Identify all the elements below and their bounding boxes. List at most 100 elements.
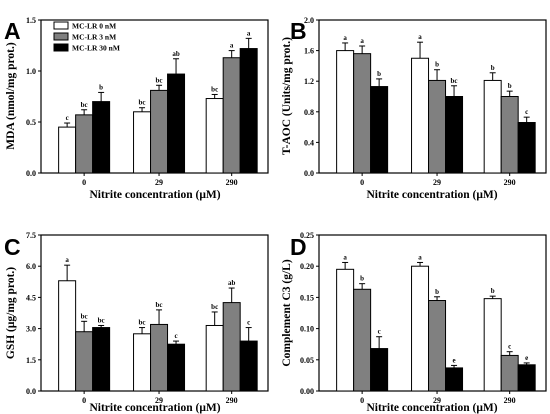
significance-label: a (418, 33, 422, 41)
bar (167, 73, 186, 174)
y-tick-label: 0.15 (300, 293, 314, 302)
y-axis-title: GSH (μg/mg prot.) (5, 267, 17, 359)
x-tick-label: 290 (226, 178, 238, 187)
x-tick-label: 29 (155, 178, 163, 187)
panel-letter: A (4, 18, 21, 44)
panel-c: C 0.0 1.5 3.0 4.5 6.0 7.5 0 29 290 a bc bc bc bc ab bc c c… (4, 231, 269, 414)
bar (483, 298, 502, 392)
significance-label: c (66, 114, 69, 122)
y-axis-title: T-AOC (Units/mg prot.) (281, 37, 293, 155)
y-tick-label: 0.0 (304, 169, 314, 178)
significance-label: b (377, 70, 381, 78)
panel-d: D 0.00 0.05 0.10 0.15 0.20 0.25 0 29 290 a a b b b c c e e… (281, 231, 547, 414)
bar (205, 324, 224, 392)
significance-label: c (378, 328, 381, 336)
significance-label: bc (156, 76, 163, 84)
y-tick-label: 0.4 (304, 138, 314, 147)
y-tick-label: 2.0 (304, 16, 314, 25)
bar (428, 300, 447, 392)
legend: MC-LR 0 nM MC-LR 3 nM MC-LR 30 nM (53, 21, 120, 53)
y-tick-label: 7.5 (26, 231, 36, 240)
bar (222, 57, 241, 174)
y-axis-title: Complement C3 (g/L) (281, 259, 293, 366)
bar (353, 288, 372, 392)
significance-label: c (247, 319, 250, 327)
bar (411, 57, 430, 174)
y-tick-label: 0.8 (304, 108, 314, 117)
bar (92, 101, 111, 174)
bar (517, 122, 536, 174)
x-axis-title: Nitrite concentration (μM) (89, 402, 220, 414)
panel-letter: B (290, 18, 307, 44)
y-tick-label: 1.5 (26, 356, 36, 365)
y-tick-label: 3.0 (26, 325, 36, 334)
bar (150, 89, 169, 174)
y-tick-label: 0.10 (300, 325, 314, 334)
panel-letter: C (4, 234, 21, 260)
y-tick-label: 0.5 (26, 118, 36, 127)
bar (517, 364, 536, 392)
bar (445, 367, 464, 392)
bar (370, 348, 389, 392)
x-tick-label: 0 (82, 178, 86, 187)
legend-swatch (53, 32, 69, 41)
bar (75, 114, 94, 174)
y-tick-label: 1.6 (304, 47, 314, 56)
significance-label: b (435, 288, 439, 296)
y-tick-label: 1.0 (26, 67, 36, 76)
significance-label: bc (211, 85, 218, 93)
significance-label: b (491, 287, 495, 295)
x-tick-label: 290 (504, 396, 516, 405)
bar (336, 268, 355, 392)
x-tick-label: 0 (82, 396, 86, 405)
y-tick-label: 1.2 (304, 77, 314, 86)
legend-label: MC-LR 0 nM (72, 22, 116, 31)
significance-label: b (435, 61, 439, 69)
bar (133, 111, 152, 174)
bar (239, 340, 258, 392)
y-tick-label: 0.00 (300, 387, 314, 396)
bar (336, 50, 355, 174)
x-tick-label: 0 (360, 178, 364, 187)
significance-label: a (418, 253, 422, 261)
bar (500, 354, 519, 392)
bar (353, 53, 372, 174)
bar (411, 265, 430, 392)
significance-label: a (360, 37, 364, 45)
significance-label: b (99, 83, 103, 91)
significance-label: bc (81, 312, 88, 320)
significance-label: ab (172, 50, 180, 58)
significance-label: b (360, 275, 364, 283)
y-tick-label: 1.5 (26, 16, 36, 25)
significance-label: c (174, 332, 177, 340)
significance-label: bc (139, 99, 146, 107)
significance-label: bc (81, 101, 88, 109)
significance-label: b (508, 82, 512, 90)
significance-label: ab (228, 279, 236, 287)
x-axis-title: Nitrite concentration (μM) (89, 189, 220, 201)
significance-label: e (452, 356, 455, 364)
significance-label: a (343, 34, 347, 42)
y-tick-label: 0.05 (300, 356, 314, 365)
x-axis-title: Nitrite concentration (μM) (366, 189, 497, 201)
bar (370, 86, 389, 174)
y-tick-label: 0.20 (300, 262, 314, 271)
bar (483, 79, 502, 174)
y-axis-title: MDA (nmol/mg prot.) (5, 42, 17, 150)
legend-label: MC-LR 30 nM (72, 44, 120, 53)
y-tick-label: 0.0 (26, 387, 36, 396)
x-tick-label: 0 (360, 396, 364, 405)
significance-label: c (508, 343, 511, 351)
significance-label: c (525, 108, 528, 116)
bar (445, 96, 464, 174)
panel-letter: D (290, 234, 307, 260)
significance-label: bc (139, 319, 146, 327)
significance-label: b (491, 64, 495, 72)
bar (150, 323, 169, 392)
bar (205, 98, 224, 174)
bar (58, 280, 77, 392)
x-tick-label: 290 (504, 178, 516, 187)
significance-label: bc (211, 303, 218, 311)
y-tick-label: 0.0 (26, 169, 36, 178)
significance-label: bc (156, 301, 163, 309)
